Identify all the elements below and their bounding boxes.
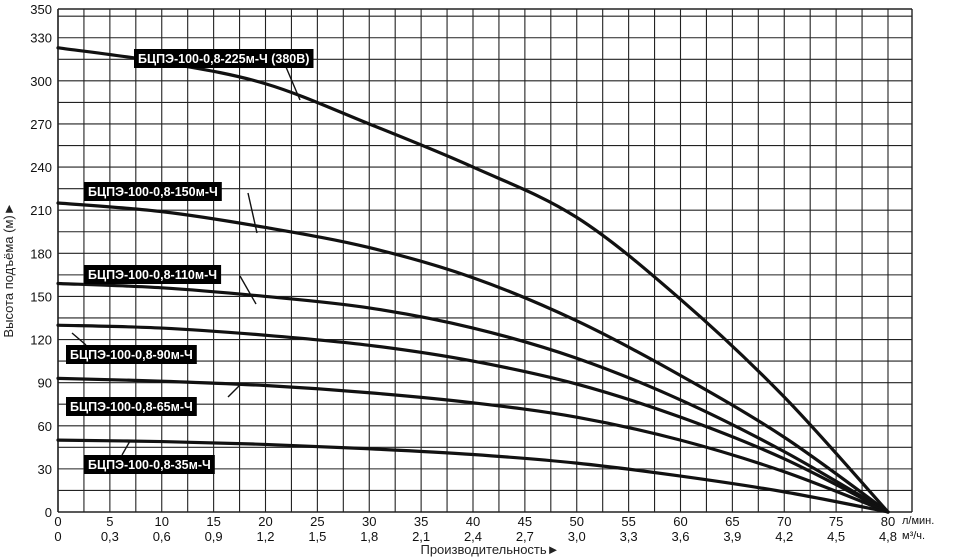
series-label-background: [84, 182, 222, 201]
x-tick-label-secondary: 4,8: [879, 529, 897, 544]
x-tick-label-secondary: 2,4: [464, 529, 482, 544]
x-tick-label: 60: [673, 514, 687, 529]
x-tick-label: 45: [518, 514, 532, 529]
series-label-background: [134, 49, 314, 68]
x-tick-label-secondary: 3,6: [671, 529, 689, 544]
x-tick-label-secondary: 2,1: [412, 529, 430, 544]
x-tick-labels-secondary: 0 0,3 0,6 0,9 1,2 1,5 1,8 2,1 2,4 2,7 3,0 3,3 3,6 3,9…: [54, 529, 897, 544]
x-tick-labels: 0 5 10 15 20 25 30 35 40 45 50 55 60 65 70 75 80: [54, 514, 895, 529]
x-tick-label-secondary: 0,3: [101, 529, 119, 544]
x-unit-secondary-label: м³/ч.: [902, 530, 925, 542]
series-label: БЦПЭ-100-0,8-225м-Ч (380В): [134, 49, 314, 68]
y-tick-label: 270: [30, 117, 52, 132]
x-unit-label: л/мин.: [902, 515, 934, 527]
series-label: БЦПЭ-100-0,8-65м-Ч: [66, 397, 197, 416]
y-tick-label: 210: [30, 203, 52, 218]
label-leader-lines: [71, 59, 301, 456]
performance-curves: [56, 46, 890, 514]
series-label: БЦПЭ-100-0,8-150м-Ч: [84, 182, 222, 201]
x-tick-label-secondary: 4,2: [775, 529, 793, 544]
series-label-text: БЦПЭ-100-0,8-65м-Ч: [70, 400, 193, 414]
x-tick-label-secondary: 1,2: [256, 529, 274, 544]
series-line: [56, 281, 890, 514]
label-leader-line: [239, 275, 257, 305]
x-tick-label-secondary: 3,9: [723, 529, 741, 544]
series-label-text: БЦПЭ-100-0,8-150м-Ч: [88, 185, 218, 199]
series-label: БЦПЭ-100-0,8-35м-Ч: [84, 455, 215, 474]
series-label-text: БЦПЭ-100-0,8-225м-Ч (380В): [138, 52, 309, 66]
series-labels: БЦПЭ-100-0,8-225м-Ч (380В) БЦПЭ-100-0,8-1…: [66, 49, 314, 474]
x-tick-label-secondary: 1,8: [360, 529, 378, 544]
x-tick-label: 65: [725, 514, 739, 529]
x-tick-label: 35: [414, 514, 428, 529]
series-line: [56, 323, 890, 514]
x-tick-label: 30: [362, 514, 376, 529]
y-tick-label: 150: [30, 289, 52, 304]
y-tick-label: 330: [30, 31, 52, 46]
label-leader-line: [247, 192, 258, 234]
y-tick-label: 120: [30, 333, 52, 348]
x-tick-label: 75: [829, 514, 843, 529]
x-axis-title: Производительность►: [420, 542, 559, 557]
y-tick-label: 180: [30, 246, 52, 261]
x-tick-label-secondary: 3,3: [620, 529, 638, 544]
x-tick-label: 70: [777, 514, 791, 529]
x-tick-label-secondary: 1,5: [308, 529, 326, 544]
series-label-background: [66, 345, 197, 364]
x-tick-label-secondary: 0,6: [153, 529, 171, 544]
x-tick-label-secondary: 0: [54, 529, 61, 544]
series-label-background: [84, 455, 215, 474]
series-line: [56, 438, 890, 514]
x-tick-label: 15: [206, 514, 220, 529]
y-tick-label: 90: [38, 376, 52, 391]
series-label-background: [84, 265, 222, 284]
y-tick-label: 60: [38, 419, 52, 434]
y-tick-label: 300: [30, 74, 52, 89]
series-line: [56, 201, 890, 514]
series-label-text: БЦПЭ-100-0,8-35м-Ч: [88, 458, 211, 472]
label-leader-line: [121, 440, 131, 456]
x-tick-label-secondary: 0,9: [205, 529, 223, 544]
label-leader-line: [227, 384, 241, 398]
y-tick-labels: 0 30 60 90 120 150 180 210 240 270 300 330 350: [30, 2, 52, 520]
series-line: [56, 46, 890, 514]
series-label: БЦПЭ-100-0,8-110м-Ч: [84, 265, 222, 284]
series-label: БЦПЭ-100-0,8-90м-Ч: [66, 345, 197, 364]
x-tick-label: 0: [54, 514, 61, 529]
x-tick-label: 50: [570, 514, 584, 529]
x-tick-label: 40: [466, 514, 480, 529]
y-tick-label: 30: [38, 462, 52, 477]
x-tick-label-secondary: 4,5: [827, 529, 845, 544]
x-tick-label-secondary: 3,0: [568, 529, 586, 544]
y-tick-label: 350: [30, 2, 52, 17]
x-tick-label: 80: [881, 514, 895, 529]
label-leader-line: [71, 332, 87, 346]
x-tick-label: 10: [155, 514, 169, 529]
series-label-background: [66, 397, 197, 416]
series-label-text: БЦПЭ-100-0,8-110м-Ч: [88, 268, 217, 282]
y-tick-label: 240: [30, 160, 52, 175]
x-tick-label-secondary: 2,7: [516, 529, 534, 544]
x-tick-label: 55: [621, 514, 635, 529]
x-tick-label: 25: [310, 514, 324, 529]
x-tick-label: 5: [106, 514, 113, 529]
series-line: [56, 376, 890, 514]
x-tick-label: 20: [258, 514, 272, 529]
y-axis-title: Высота подъёма (м)►: [1, 202, 16, 337]
y-tick-label: 0: [45, 505, 52, 520]
series-label-text: БЦПЭ-100-0,8-90м-Ч: [70, 348, 193, 362]
